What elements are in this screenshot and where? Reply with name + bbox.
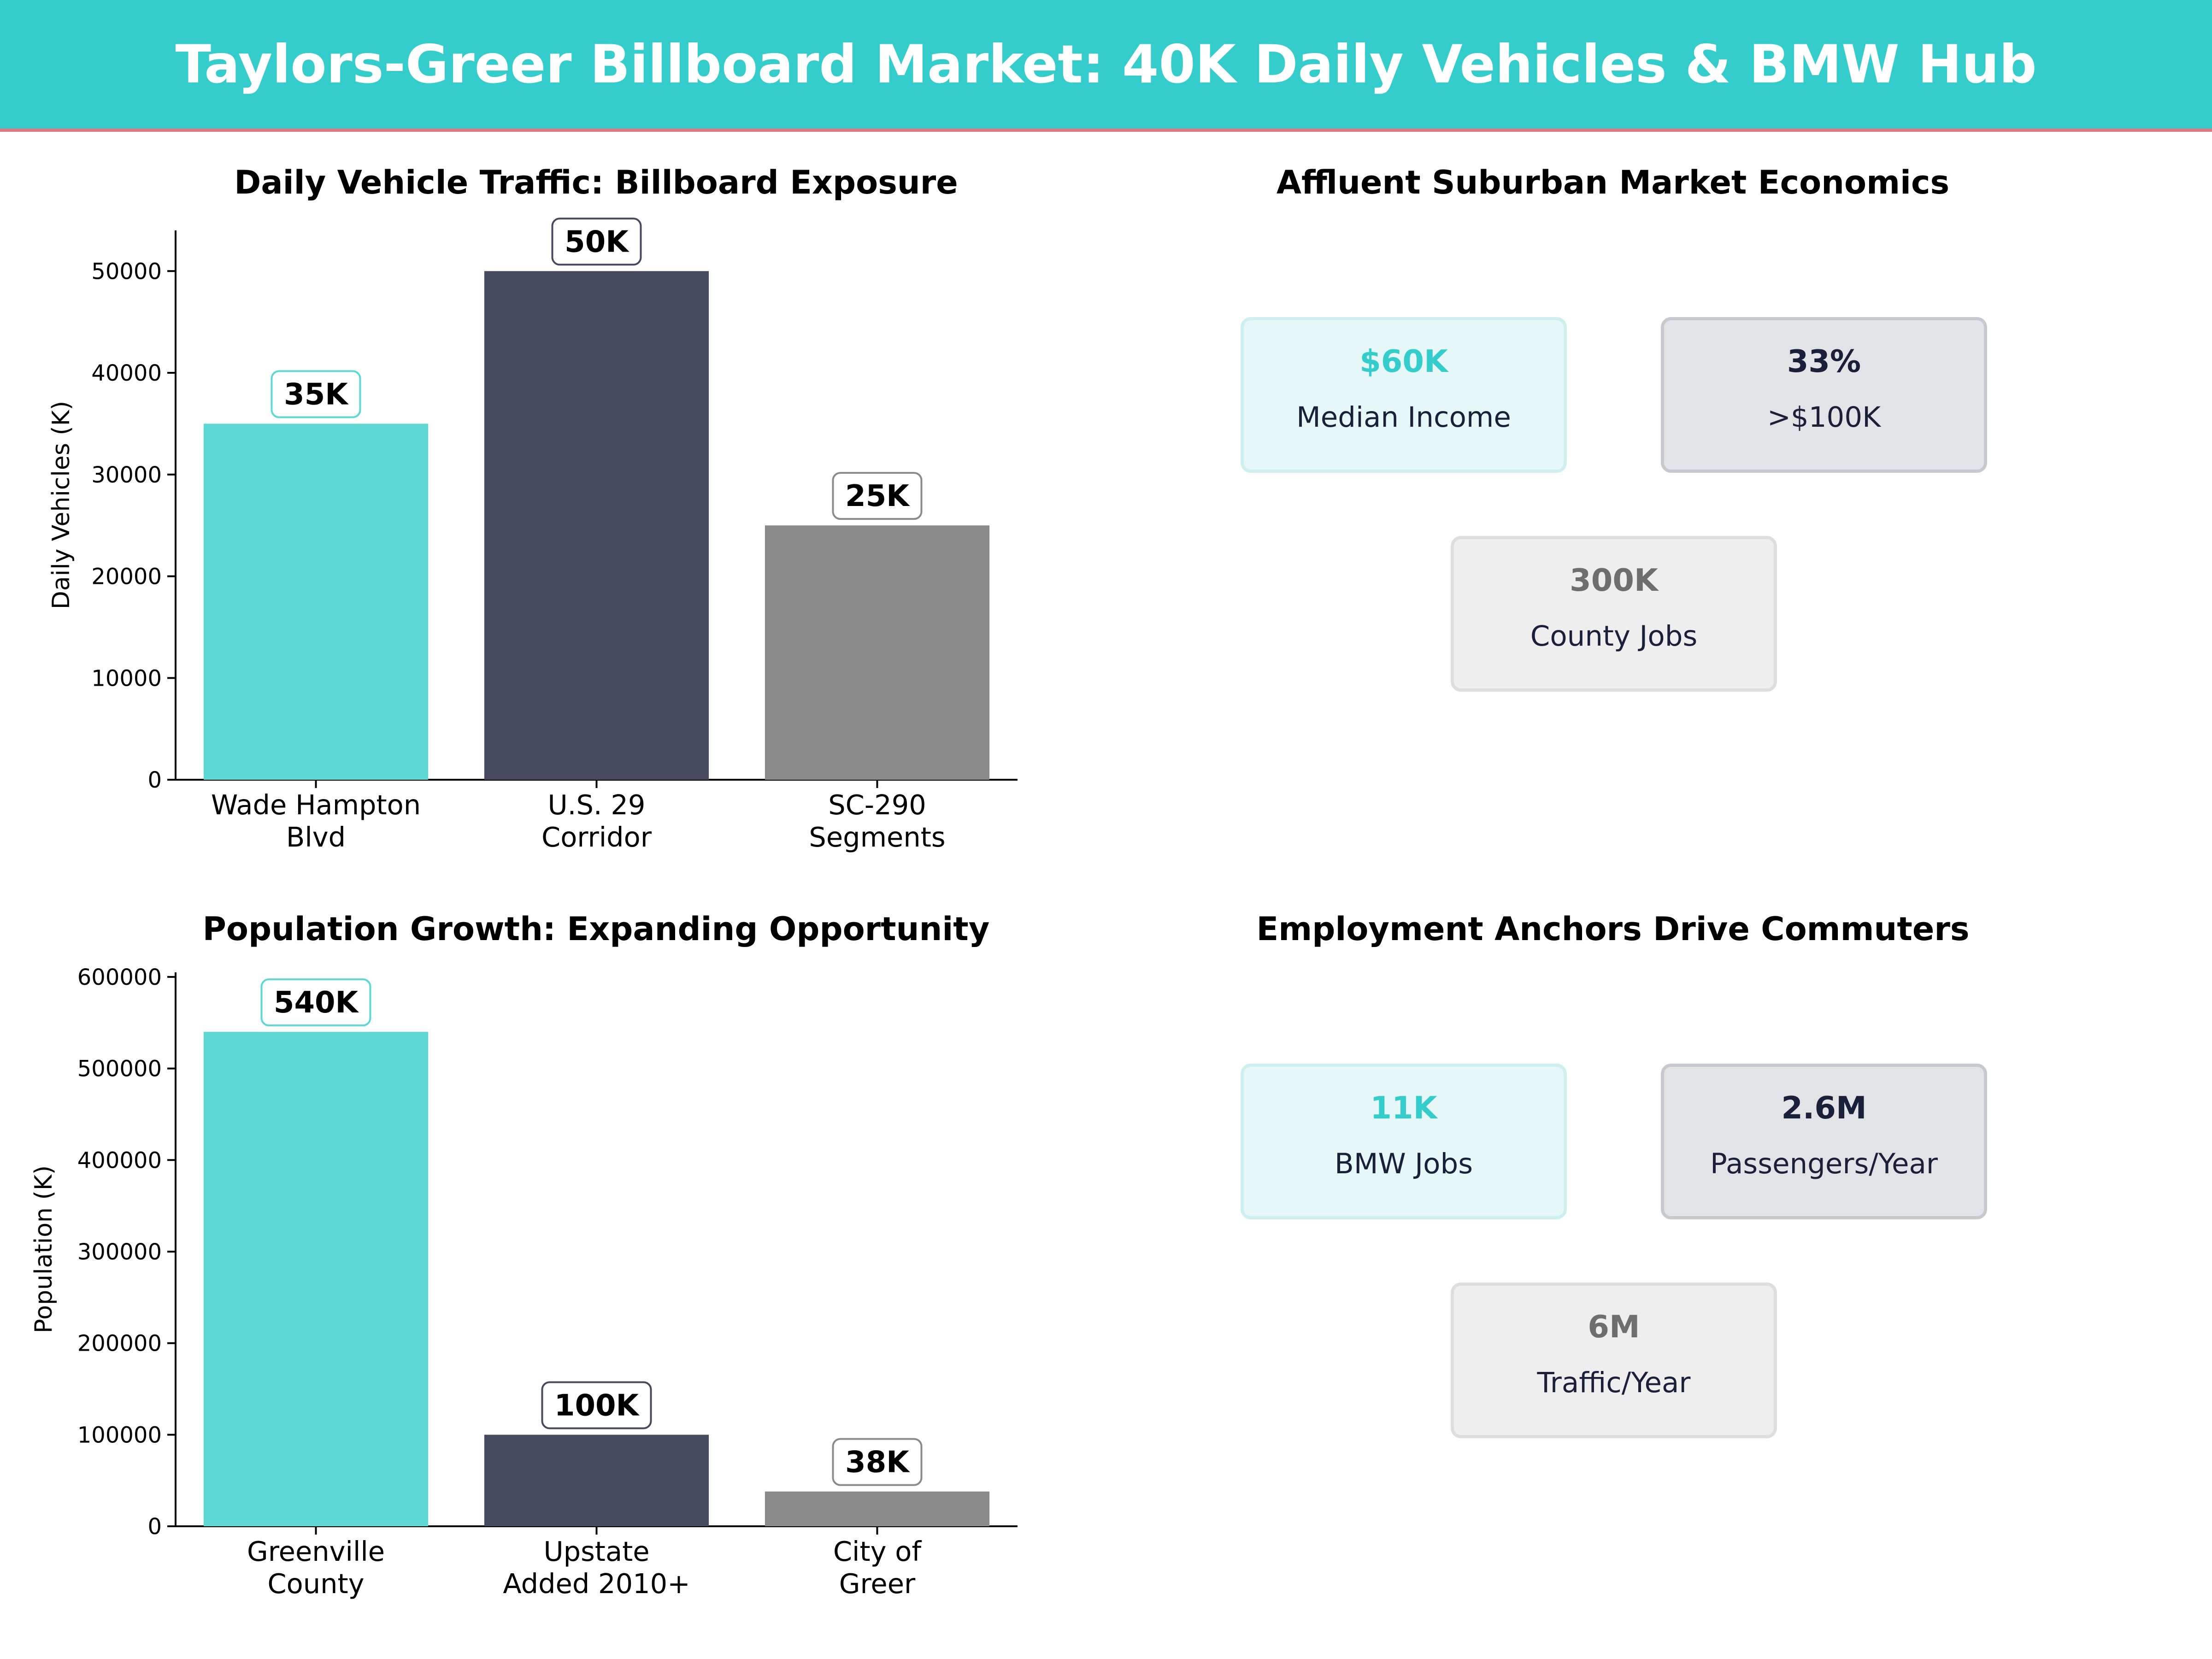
y-tick-label: 50000 [91,259,162,284]
x-tick-label: Wade Hampton Blvd [211,789,421,853]
y-tick-label: 300000 [77,1239,162,1265]
bar [765,525,990,780]
data-label: 50K [565,225,629,259]
traffic-per-year-value: 6M [1588,1309,1640,1345]
x-tick-label: City of Greer [833,1535,922,1600]
county-jobs-label: County Jobs [1530,620,1698,653]
data-label-box [260,978,371,1027]
y-tick-label: 100000 [77,1422,162,1448]
median-income-value: $60K [1359,343,1448,379]
header-banner: Taylors-Greer Billboard Market: 40K Dail… [0,0,2212,132]
county-jobs-value: 300K [1570,562,1658,598]
bmw-jobs-card: 11K BMW Jobs [1241,1064,1567,1219]
y-tick-label: 20000 [91,564,162,590]
y-tick-label: 200000 [77,1331,162,1357]
economics-panel-title: Affluent Suburban Market Economics [1276,164,1950,201]
x-tick-label: U.S. 29 Corridor [541,789,652,853]
bar [765,1491,990,1526]
traffic-per-year-label: Traffic/Year [1537,1366,1691,1399]
data-label: 100K [554,1388,640,1423]
high-income-share-label: >$100K [1767,401,1881,434]
bar [484,1435,709,1526]
passengers-card: 2.6M Passengers/Year [1661,1064,1987,1219]
y-tick-label: 0 [147,767,162,793]
y-tick-label: 30000 [91,462,162,488]
data-label-box [832,472,923,520]
y-tick-label: 0 [147,1514,162,1540]
population-chart-title: Population Growth: Expanding Opportunity [202,910,990,948]
y-axis-label: Population (K) [30,1165,58,1333]
passengers-value: 2.6M [1781,1090,1867,1126]
y-tick-label: 40000 [91,360,162,386]
median-income-label: Median Income [1296,401,1511,434]
bar [484,271,709,780]
x-tick-label: SC-290 Segments [809,789,945,853]
bmw-jobs-value: 11K [1370,1090,1437,1126]
x-tick-label: Greenville County [247,1535,385,1600]
bar [203,1032,429,1526]
y-tick-label: 10000 [91,665,162,691]
page-title: Taylors-Greer Billboard Market: 40K Dail… [175,34,2037,95]
data-label: 38K [845,1446,910,1480]
bar [203,424,429,780]
data-label: 35K [284,377,349,412]
data-label: 540K [274,986,359,1020]
passengers-label: Passengers/Year [1710,1147,1938,1180]
traffic-chart-title: Daily Vehicle Traffic: Billboard Exposur… [234,164,958,201]
median-income-card: $60K Median Income [1241,317,1567,473]
data-label: 25K [845,479,910,513]
data-label-box [541,1381,652,1430]
x-tick-label: Upstate Added 2010+ [503,1535,690,1600]
y-tick-label: 400000 [77,1147,162,1173]
employment-panel-title: Employment Anchors Drive Commuters [1256,910,1970,948]
high-income-share-card: 33% >$100K [1661,317,1987,473]
county-jobs-card: 300K County Jobs [1451,536,1777,692]
traffic-per-year-card: 6M Traffic/Year [1451,1282,1777,1438]
high-income-share-value: 33% [1787,343,1861,379]
data-label-box [551,218,642,266]
y-axis-label: Daily Vehicles (K) [47,401,75,609]
y-tick-label: 500000 [77,1056,162,1082]
y-tick-label: 600000 [77,965,162,990]
data-label-box [271,370,361,418]
data-label-box [832,1438,923,1486]
bmw-jobs-label: BMW Jobs [1335,1147,1473,1180]
